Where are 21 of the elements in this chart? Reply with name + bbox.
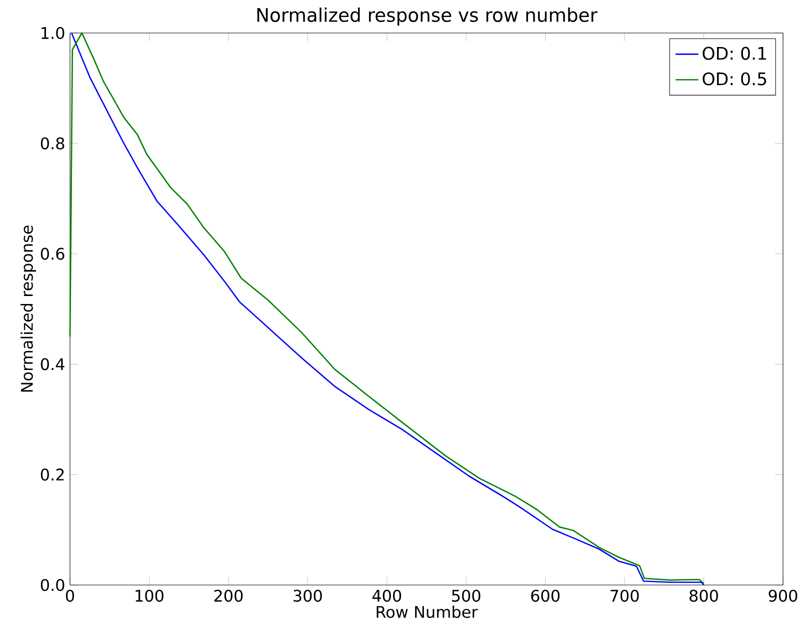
x-tick-label: 300 bbox=[294, 590, 322, 602]
legend-label: OD: 0.1 bbox=[702, 46, 766, 60]
x-axis-title: Row Number bbox=[376, 606, 478, 618]
x-tick-label: 0 bbox=[66, 590, 74, 602]
y-tick-label: 0.6 bbox=[40, 248, 64, 260]
x-tick-label: 500 bbox=[452, 590, 480, 602]
x-tick-label: 900 bbox=[768, 590, 798, 602]
chart-title: Normalized response vs row number bbox=[257, 8, 598, 26]
x-tick-label: 400 bbox=[372, 590, 402, 602]
legend-label: OD: 0.5 bbox=[702, 72, 766, 86]
x-tick-label: 100 bbox=[136, 590, 164, 602]
y-tick-label: 0.2 bbox=[40, 468, 64, 481]
x-tick-label: 200 bbox=[214, 590, 243, 602]
x-tick-label: 700 bbox=[610, 590, 639, 602]
y-tick-label: 0.4 bbox=[40, 358, 64, 370]
y-tick-label: 0.0 bbox=[40, 578, 64, 592]
x-tick-label: 800 bbox=[690, 590, 718, 602]
y-tick-label: 1.0 bbox=[42, 26, 64, 40]
y-tick-label: 0.8 bbox=[40, 137, 64, 150]
y-axis-title: Normalized response bbox=[20, 226, 36, 392]
x-tick-label: 600 bbox=[531, 590, 560, 602]
